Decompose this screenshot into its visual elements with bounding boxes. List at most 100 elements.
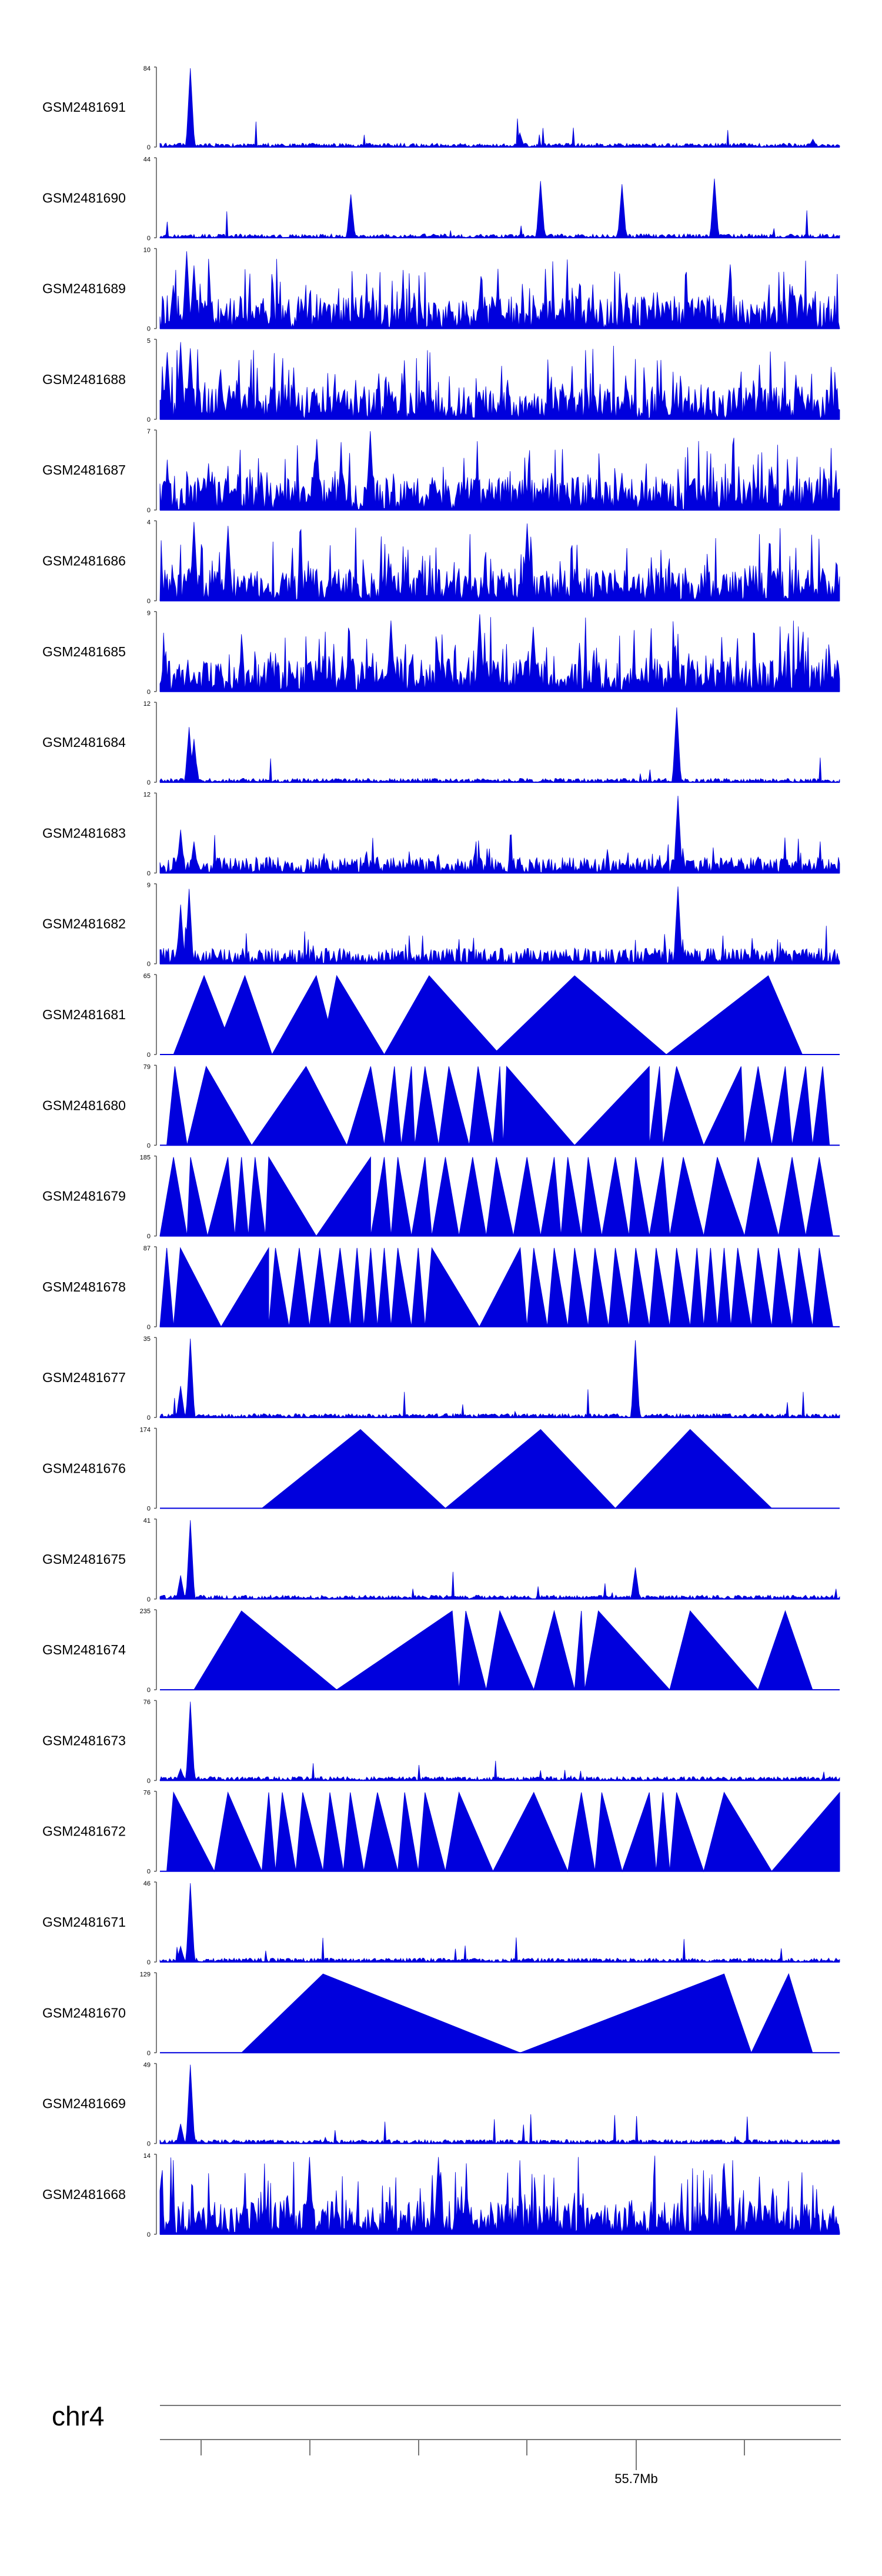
track-label: GSM2481691 — [42, 99, 126, 115]
track-GSM2481678: GSM2481678 87 0 — [42, 1245, 840, 1331]
signal-area — [160, 1610, 840, 1691]
track-label: GSM2481681 — [42, 1007, 126, 1022]
track-label: GSM2481688 — [42, 372, 126, 387]
track-GSM2481682: GSM2481682 9 0 — [42, 882, 840, 968]
y-min-label: 0 — [147, 2141, 151, 2148]
track-label: GSM2481668 — [42, 2187, 126, 2202]
y-min-label: 0 — [147, 235, 151, 242]
track-GSM2481686: GSM2481686 4 0 — [42, 519, 840, 605]
signal-area — [159, 1247, 840, 1327]
track-GSM2481672: GSM2481672 76 0 — [42, 1790, 840, 1876]
track-GSM2481679: GSM2481679 185 0 — [42, 1154, 840, 1240]
track-GSM2481671: GSM2481671 46 0 — [42, 1880, 840, 1966]
track-label: GSM2481676 — [42, 1461, 126, 1476]
track-label: GSM2481671 — [42, 1914, 126, 1930]
signal-area — [159, 178, 840, 239]
y-min-label: 0 — [147, 1052, 151, 1059]
y-max-label: 76 — [143, 1790, 151, 1797]
signal-area — [159, 1520, 840, 1600]
y-max-label: 129 — [140, 1971, 151, 1978]
track-GSM2481674: GSM2481674 235 0 — [42, 1608, 840, 1694]
chromosome-label: chr4 — [52, 2401, 104, 2431]
y-min-label: 0 — [147, 870, 151, 877]
track-GSM2481687: GSM2481687 7 0 — [42, 428, 840, 514]
y-max-label: 12 — [143, 791, 151, 798]
track-GSM2481676: GSM2481676 174 0 — [42, 1427, 840, 1513]
y-max-label: 235 — [140, 1608, 151, 1615]
y-max-label: 10 — [143, 247, 151, 254]
signal-area — [159, 1701, 840, 1781]
signal-area — [159, 522, 840, 602]
track-label: GSM2481670 — [42, 2005, 126, 2020]
signal-tracks: GSM2481691840GSM2481690440GSM2481689100G… — [42, 65, 840, 2238]
y-min-label: 0 — [147, 144, 151, 151]
track-label: GSM2481673 — [42, 1733, 126, 1748]
track-label: GSM2481687 — [42, 462, 126, 478]
y-max-label: 35 — [143, 1336, 151, 1343]
track-GSM2481684: GSM2481684 12 0 — [42, 700, 840, 786]
y-min-label: 0 — [147, 1687, 151, 1694]
y-min-label: 0 — [147, 416, 151, 423]
y-max-label: 9 — [147, 610, 151, 617]
y-max-label: 7 — [147, 428, 151, 435]
signal-area — [159, 614, 840, 692]
y-min-label: 0 — [147, 2050, 151, 2057]
y-min-label: 0 — [147, 2231, 151, 2238]
track-GSM2481668: GSM2481668 14 0 — [42, 2153, 840, 2238]
track-label: GSM2481672 — [42, 1824, 126, 1839]
y-min-label: 0 — [147, 779, 151, 786]
y-min-label: 0 — [147, 1959, 151, 1966]
track-label: GSM2481689 — [42, 281, 126, 296]
track-label: GSM2481686 — [42, 553, 126, 569]
track-GSM2481675: GSM2481675 41 0 — [42, 1517, 840, 1603]
y-max-label: 65 — [143, 973, 151, 980]
y-min-label: 0 — [147, 1142, 151, 1149]
track-GSM2481669: GSM2481669 49 0 — [42, 2062, 840, 2148]
y-max-label: 5 — [147, 338, 151, 345]
y-max-label: 4 — [147, 519, 151, 526]
signal-area — [159, 886, 840, 965]
track-GSM2481689: GSM2481689 10 0 — [42, 247, 840, 333]
track-GSM2481677: GSM2481677 35 0 — [42, 1336, 840, 1422]
y-max-label: 44 — [143, 156, 151, 163]
track-label: GSM2481669 — [42, 2096, 126, 2111]
track-label: GSM2481674 — [42, 1642, 126, 1657]
track-GSM2481683: GSM2481683 12 0 — [42, 791, 840, 877]
signal-area — [159, 431, 840, 510]
signal-area — [160, 975, 840, 1056]
signal-area — [160, 1065, 840, 1146]
track-label: GSM2481675 — [42, 1551, 126, 1567]
y-max-label: 12 — [143, 700, 151, 708]
chromosome-axis: chr4 55.7Mb — [52, 2401, 841, 2486]
y-min-label: 0 — [147, 1777, 151, 1784]
track-GSM2481681: GSM2481681 65 0 — [42, 973, 840, 1059]
track-label: GSM2481678 — [42, 1279, 126, 1294]
y-min-label: 0 — [147, 326, 151, 333]
y-min-label: 0 — [147, 961, 151, 968]
signal-area — [159, 68, 840, 148]
y-max-label: 46 — [143, 1880, 151, 1887]
track-label: GSM2481679 — [42, 1189, 126, 1204]
track-label: GSM2481685 — [42, 644, 126, 659]
track-GSM2481685: GSM2481685 9 0 — [42, 610, 840, 696]
y-min-label: 0 — [147, 689, 151, 696]
axis-position-label: 55.7Mb — [614, 2471, 657, 2486]
track-GSM2481670: GSM2481670 129 0 — [42, 1971, 840, 2057]
y-max-label: 79 — [143, 1063, 151, 1070]
signal-area — [159, 1339, 840, 1419]
signal-area — [159, 342, 840, 421]
y-max-label: 174 — [140, 1427, 151, 1434]
track-label: GSM2481683 — [42, 825, 126, 840]
y-min-label: 0 — [147, 1596, 151, 1603]
signal-area — [159, 1883, 840, 1963]
signal-area — [160, 1429, 840, 1509]
y-min-label: 0 — [147, 1324, 151, 1331]
y-max-label: 49 — [143, 2062, 151, 2069]
track-label: GSM2481690 — [42, 190, 126, 205]
y-max-label: 14 — [143, 2153, 151, 2160]
signal-area — [159, 2155, 840, 2235]
track-GSM2481691: GSM2481691 84 0 — [42, 65, 840, 151]
y-max-label: 76 — [143, 1699, 151, 1706]
y-max-label: 9 — [147, 882, 151, 889]
signal-area — [159, 2064, 840, 2144]
